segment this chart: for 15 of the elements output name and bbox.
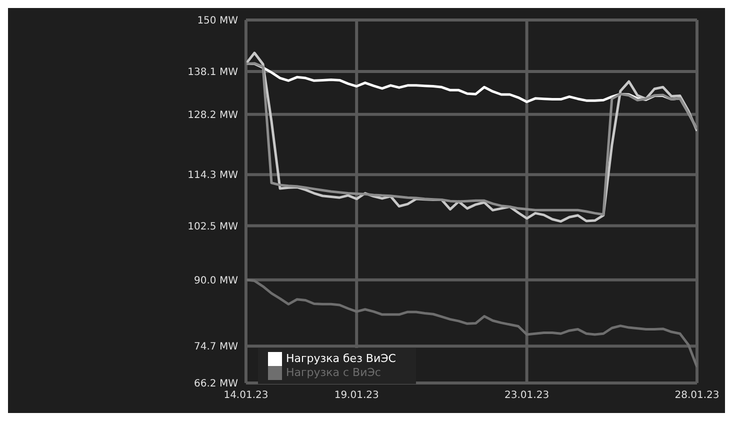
- y-tick-label: 128.2 MW: [188, 110, 238, 121]
- legend-label: Нагрузка с ВиЭс: [286, 366, 381, 380]
- y-tick-label: 66.2 MW: [194, 378, 238, 390]
- y-tick-label: 74.7 MW: [194, 342, 238, 353]
- x-tick-label: 19.01.23: [334, 390, 379, 402]
- y-tick-label: 150 MW: [197, 16, 238, 27]
- x-tick-label: 28.01.23: [674, 390, 720, 402]
- y-tick-label: 90.0 MW: [194, 275, 238, 286]
- x-tick-label: 23.01.23: [504, 390, 550, 402]
- y-tick-label: 114.3 MW: [188, 170, 238, 182]
- x-tick-label: 14.01.23: [224, 390, 268, 402]
- y-tick-label: 138.1 MW: [188, 67, 238, 78]
- legend-label: Нагрузка без ВиЭС: [286, 352, 396, 366]
- y-tick-label: 102.5 MW: [188, 221, 238, 232]
- line-series: [246, 278, 697, 368]
